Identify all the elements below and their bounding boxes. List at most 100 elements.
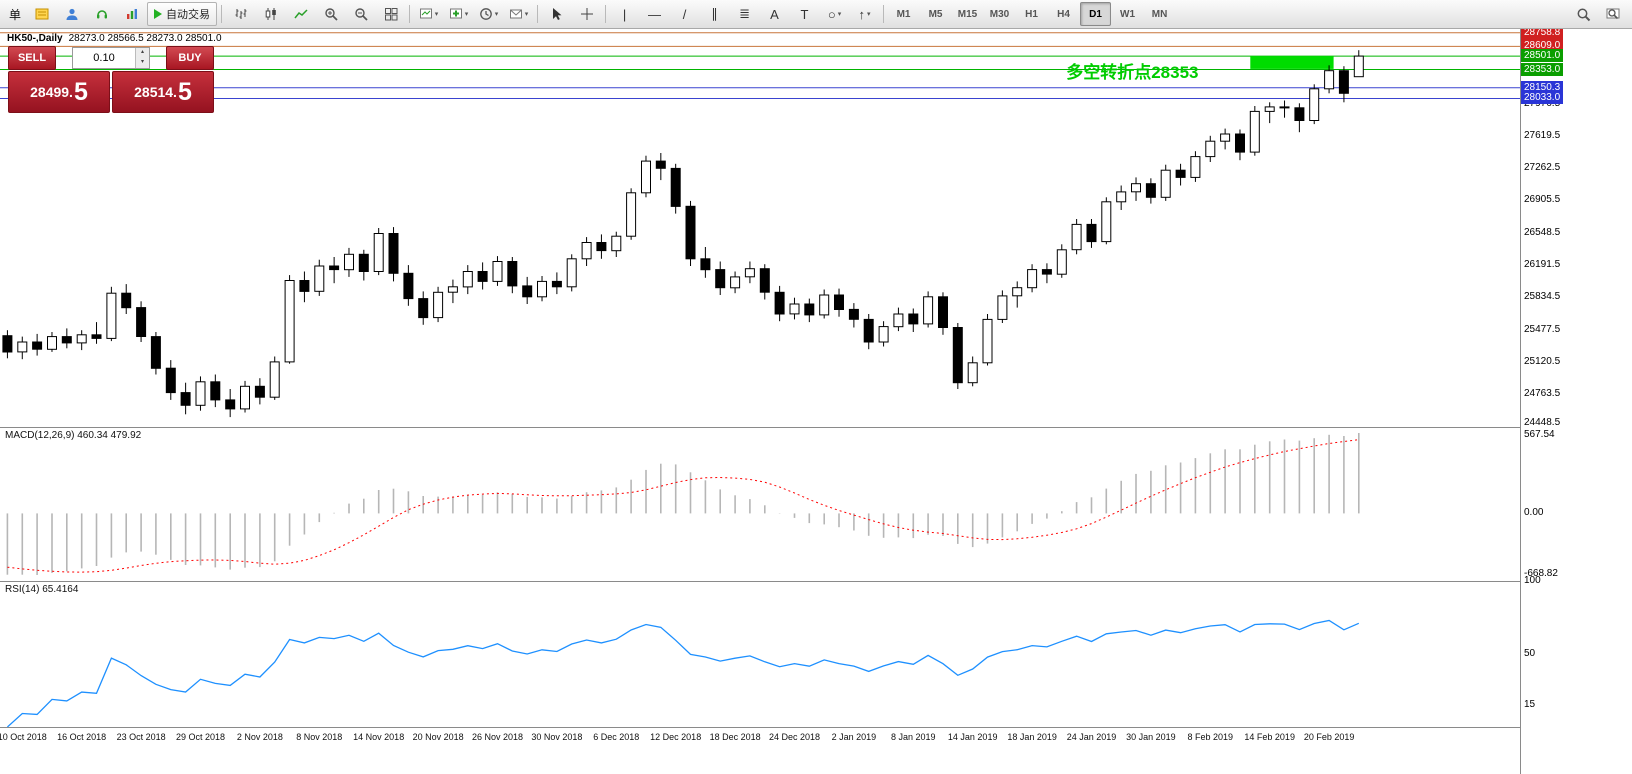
date-label: 24 Jan 2019 <box>1066 732 1117 742</box>
panel-separator[interactable] <box>0 727 1632 728</box>
new-order-icon[interactable] <box>27 2 56 26</box>
volume-value[interactable]: 0.10 <box>93 52 115 64</box>
timeframe-h4[interactable]: H4 <box>1057 8 1070 20</box>
price-badge: 28150.3 <box>1521 80 1564 94</box>
support-icon[interactable] <box>87 2 116 26</box>
axis-tick-label: 25477.5 <box>1524 323 1561 335</box>
panel-separator[interactable] <box>0 427 1632 428</box>
buy-price-frac: 5 <box>177 77 192 106</box>
date-label: 10 Oct 2018 <box>0 732 47 742</box>
profile-icon[interactable] <box>57 2 86 26</box>
indicators-icon[interactable]: ▾ <box>444 2 473 26</box>
volume-stepper[interactable]: 0.10 ▴ ▾ <box>72 47 150 69</box>
new-chart-icon[interactable]: ▾ <box>414 2 443 26</box>
buy-price: 28514. <box>134 84 177 100</box>
fibonacci-icon[interactable]: ≣ <box>739 6 750 21</box>
chevron-down-icon: ▾ <box>434 11 439 18</box>
timeframe-d1[interactable]: D1 <box>1080 2 1112 26</box>
chart-window: HK50-,Daily 28273.0 28566.5 28273.0 28501… <box>0 29 1632 774</box>
axis-tick-label: 100 <box>1524 575 1541 586</box>
timeframe-m5[interactable]: M5 <box>928 8 943 20</box>
chart-annotation-text: 多空转折点28353 <box>1066 63 1199 83</box>
volume-down-button[interactable]: ▾ <box>136 58 149 68</box>
date-label: 8 Feb 2019 <box>1187 732 1234 742</box>
timeframe-w1[interactable]: W1 <box>1120 8 1136 20</box>
axis-tick-label: 27619.5 <box>1524 129 1561 141</box>
cursor-icon[interactable] <box>542 2 571 26</box>
chart-symbol-ohlc: HK50-,Daily 28273.0 28566.5 28273.0 28501… <box>7 33 222 44</box>
arrows-icon[interactable]: ↑ ▾ <box>858 6 871 22</box>
timeframe-group: M1 M5 M15 M30 H1 H4 D1 W1 MN <box>888 2 1175 26</box>
shapes-icon[interactable]: ○ ▾ <box>827 6 842 22</box>
timeframe-m1[interactable]: M1 <box>896 8 911 20</box>
zoom-out-icon[interactable] <box>346 2 375 26</box>
buy-price-button[interactable]: 28514. 5 <box>112 71 214 113</box>
templates-icon[interactable]: ▾ <box>504 2 533 26</box>
ohlc-bars-icon[interactable] <box>226 2 255 26</box>
axis-tick-label: 24448.5 <box>1524 416 1561 428</box>
date-label: 18 Jan 2019 <box>1007 732 1057 742</box>
sell-price: 28499. <box>30 84 73 100</box>
date-label: 14 Feb 2019 <box>1244 732 1295 742</box>
date-label: 23 Oct 2018 <box>116 732 166 742</box>
timeframe-mn[interactable]: MN <box>1151 8 1168 20</box>
sell-price-button[interactable]: 28499. 5 <box>8 71 110 113</box>
main-chart-canvas[interactable] <box>0 30 1520 427</box>
volume-up-button[interactable]: ▴ <box>136 48 149 58</box>
zoom-in-icon[interactable] <box>316 2 345 26</box>
tile-windows-icon[interactable] <box>376 2 405 26</box>
chevron-down-icon: ▾ <box>494 11 499 18</box>
vertical-line-icon[interactable]: | <box>622 6 627 22</box>
sell-button[interactable]: SELL <box>8 46 56 70</box>
price-badge: 28033.0 <box>1521 91 1564 105</box>
date-label: 20 Feb 2019 <box>1303 732 1355 742</box>
axis-tick-label: 27262.5 <box>1524 162 1561 174</box>
crosshair-icon[interactable] <box>572 2 601 26</box>
label-tool-icon[interactable]: T <box>800 6 809 22</box>
periods-icon[interactable]: ▾ <box>474 2 503 26</box>
toolbar: 单 自动交易 ▾ ▾ ▾ <box>0 0 1632 29</box>
search-icon[interactable] <box>1569 2 1598 26</box>
axis-tick-label: 26191.5 <box>1524 258 1561 270</box>
date-label: 14 Jan 2019 <box>947 732 998 742</box>
line-chart-icon[interactable] <box>286 2 315 26</box>
channel-icon[interactable]: ∥ <box>711 6 718 21</box>
date-label: 18 Dec 2018 <box>709 732 761 742</box>
panel-separator[interactable] <box>0 581 1632 582</box>
timeframe-h1[interactable]: H1 <box>1025 8 1038 20</box>
price-badge: 28609.0 <box>1521 39 1564 53</box>
toolbar-separator <box>409 5 411 23</box>
one-click-trading-panel: SELL 0.10 ▴ ▾ BUY 28499. 5 28514. 5 <box>8 46 214 113</box>
signals-icon[interactable] <box>117 2 146 26</box>
auto-trading-button[interactable]: 自动交易 <box>147 2 218 26</box>
candlestick-chart-icon[interactable] <box>256 2 285 26</box>
axis-tick-label: 25120.5 <box>1524 355 1561 367</box>
menu-label[interactable]: 单 <box>9 7 22 22</box>
chart-search-icon[interactable] <box>1599 2 1628 26</box>
price-axis[interactable]: 27976.527619.527262.526905.526548.526191… <box>1520 29 1632 774</box>
date-label: 29 Oct 2018 <box>175 732 226 742</box>
toolbar-separator <box>883 5 885 23</box>
chevron-down-icon: ▾ <box>464 11 469 18</box>
macd-panel-canvas[interactable] <box>0 427 1520 581</box>
toolbar-separator <box>537 5 539 23</box>
timeframe-m15[interactable]: M15 <box>957 8 978 20</box>
buy-button[interactable]: BUY <box>166 46 214 70</box>
symbol-name: HK50-,Daily <box>7 33 63 44</box>
toolbar-separator <box>221 5 223 23</box>
axis-tick-label: 25834.5 <box>1524 291 1561 303</box>
toolbar-separator <box>605 5 607 23</box>
text-tool-icon[interactable]: A <box>770 6 779 22</box>
horizontal-line-icon[interactable]: — <box>648 6 662 22</box>
chevron-down-icon: ▾ <box>837 11 842 18</box>
axis-tick-label: 0.00 <box>1524 507 1544 519</box>
timeframe-m30[interactable]: M30 <box>989 8 1010 20</box>
price-badge: 28353.0 <box>1521 62 1564 76</box>
date-label: 8 Jan 2019 <box>891 732 936 742</box>
price-badge: 28501.0 <box>1521 49 1564 63</box>
axis-tick-label: 15 <box>1524 699 1536 711</box>
trendline-icon[interactable]: / <box>682 6 687 22</box>
rsi-panel-canvas[interactable] <box>0 581 1520 727</box>
time-axis[interactable]: 10 Oct 2018 16 Oct 2018 23 Oct 2018 29 Oct … <box>0 727 1520 749</box>
chevron-down-icon: ▾ <box>524 11 529 18</box>
